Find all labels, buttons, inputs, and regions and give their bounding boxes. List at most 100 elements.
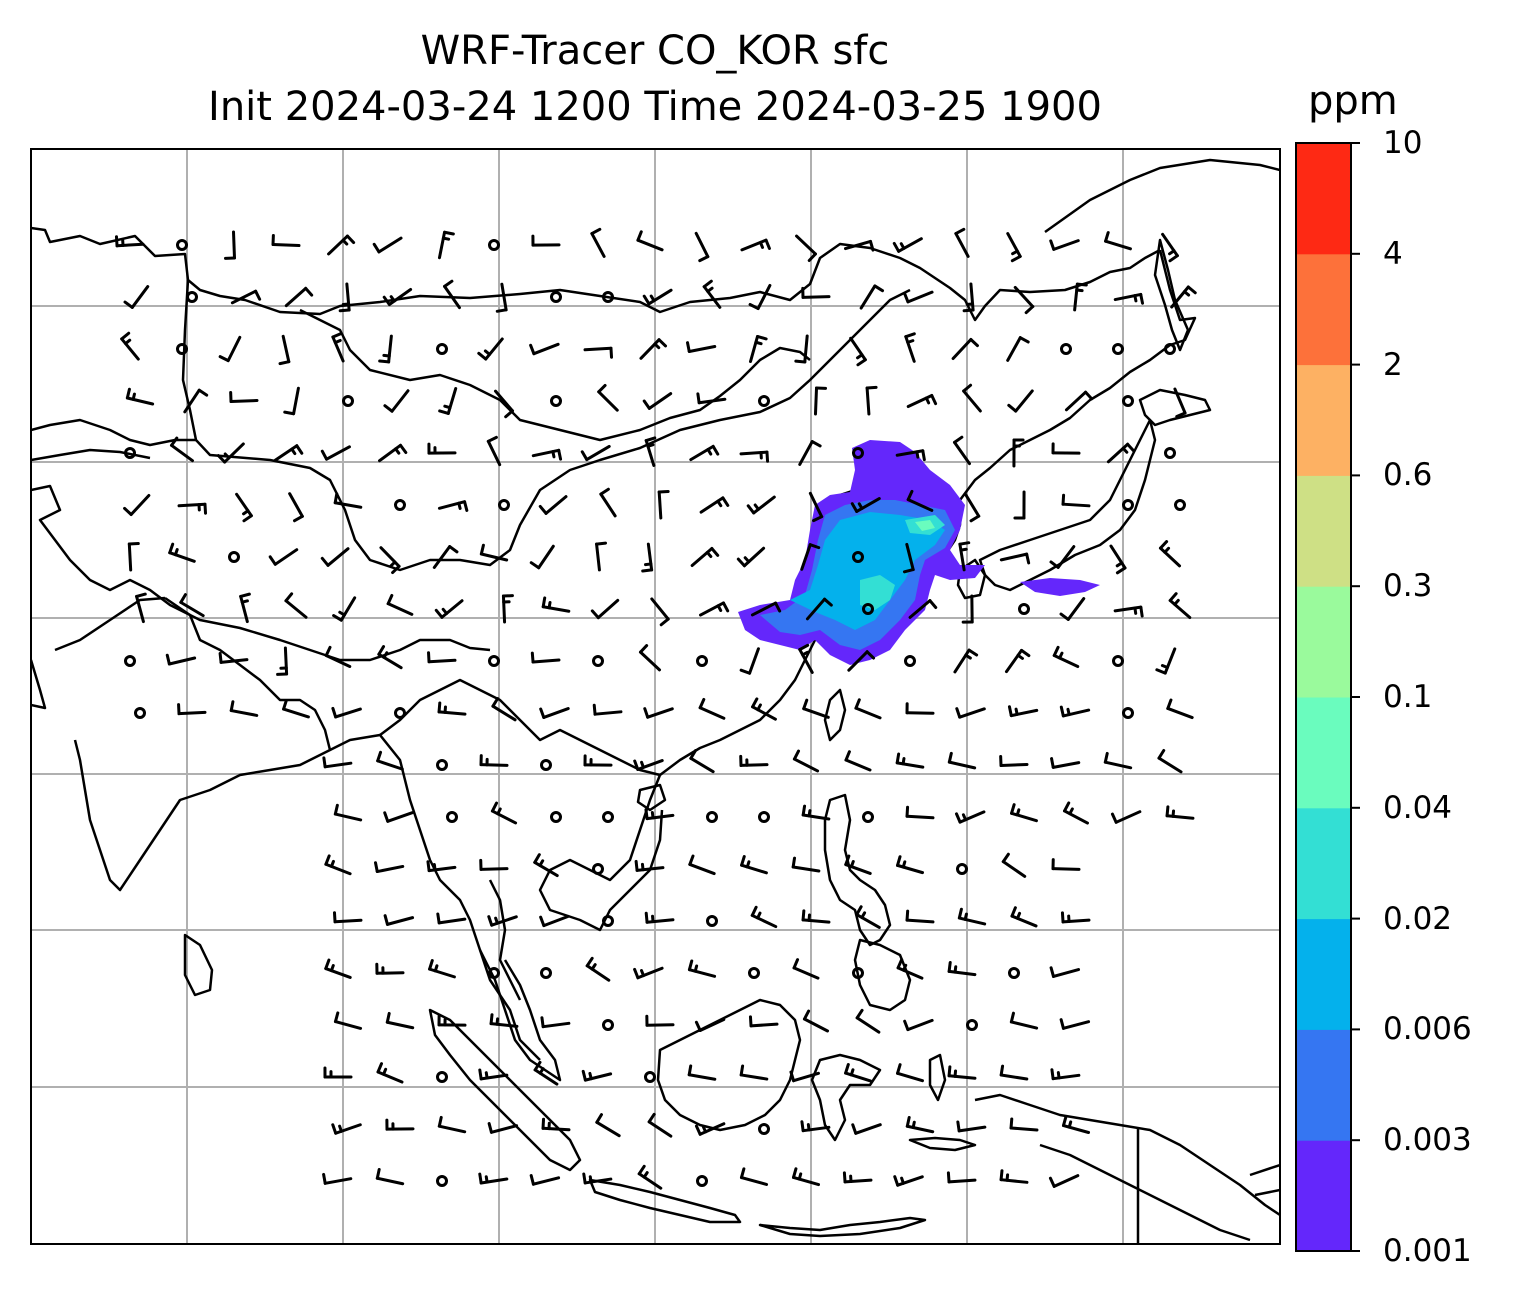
wind-barb bbox=[946, 1171, 977, 1184]
colorbar-tick-label: 0.1 bbox=[1383, 679, 1433, 715]
coastline-caspian-region bbox=[31, 448, 151, 462]
wind-barb bbox=[324, 645, 352, 668]
wind-barb bbox=[541, 1117, 571, 1132]
calm-wind-circle bbox=[1060, 343, 1072, 355]
wind-barb bbox=[437, 701, 467, 716]
wind-barb bbox=[690, 547, 720, 567]
wind-barb bbox=[1007, 389, 1034, 413]
wind-barb bbox=[239, 592, 251, 624]
wind-barb bbox=[699, 601, 730, 617]
wind-barb bbox=[165, 653, 197, 666]
wind-barb bbox=[529, 1174, 561, 1186]
wind-barb bbox=[331, 332, 345, 363]
wind-barb bbox=[633, 966, 664, 980]
wind-barb bbox=[740, 238, 771, 252]
colorbar-segment bbox=[1296, 586, 1351, 698]
wind-barb bbox=[123, 285, 150, 309]
calm-wind-circle bbox=[550, 291, 562, 303]
wind-barb bbox=[896, 1063, 924, 1083]
wind-barb bbox=[644, 436, 657, 467]
wind-barb bbox=[378, 334, 393, 364]
calm-wind-circle bbox=[498, 499, 510, 511]
wind-barb bbox=[947, 960, 977, 977]
wind-barb bbox=[283, 386, 300, 416]
border-mongolia-north bbox=[299, 308, 811, 442]
wind-barb bbox=[437, 500, 469, 512]
wind-barb bbox=[426, 860, 457, 873]
wind-barb bbox=[947, 751, 977, 770]
calm-wind-circle bbox=[550, 395, 562, 407]
colorbar-segment bbox=[1296, 807, 1351, 920]
wind-barb bbox=[271, 233, 301, 248]
wind-barb bbox=[694, 231, 710, 263]
wind-barb bbox=[323, 1066, 353, 1079]
wind-barb bbox=[639, 338, 668, 360]
wind-barb bbox=[956, 1120, 987, 1133]
wind-barb bbox=[1106, 442, 1136, 464]
wind-barb bbox=[539, 914, 570, 928]
wind-barb bbox=[958, 541, 971, 572]
wind-barb bbox=[962, 282, 975, 313]
wind-barb bbox=[1051, 858, 1081, 871]
wind-barb bbox=[896, 958, 924, 980]
wind-barb bbox=[739, 754, 769, 767]
wind-barb bbox=[789, 1070, 820, 1083]
wind-barb bbox=[844, 1063, 872, 1083]
wind-barb bbox=[906, 393, 938, 409]
wind-barb bbox=[478, 1172, 509, 1185]
wind-barb bbox=[851, 1123, 882, 1135]
wind-barb bbox=[486, 435, 502, 467]
wind-barb bbox=[120, 331, 140, 361]
calm-wind-circle bbox=[342, 395, 354, 407]
wind-barb bbox=[378, 443, 408, 463]
map-panel bbox=[31, 149, 1280, 1244]
wind-barb bbox=[531, 234, 561, 247]
wind-barb bbox=[179, 593, 205, 618]
wind-barb bbox=[1059, 705, 1091, 718]
calm-wind-circle bbox=[592, 655, 604, 667]
wind-barb bbox=[427, 651, 457, 664]
calm-wind-circle bbox=[852, 551, 864, 563]
wind-barb bbox=[1010, 906, 1038, 928]
wind-barb bbox=[529, 342, 560, 356]
plume-japan-strip bbox=[1020, 578, 1100, 596]
wind-barb bbox=[798, 440, 822, 466]
wind-barb bbox=[327, 234, 356, 256]
wind-barb bbox=[644, 911, 675, 924]
wind-barb bbox=[751, 697, 777, 721]
chart-title-line1: WRF-Tracer CO_KOR sfc bbox=[420, 28, 890, 74]
calm-wind-circle bbox=[904, 655, 916, 667]
wind-barb bbox=[792, 749, 820, 773]
wind-barb bbox=[288, 492, 304, 523]
wind-barb bbox=[273, 444, 304, 462]
calm-wind-circle bbox=[862, 603, 874, 615]
calm-wind-circle bbox=[1018, 603, 1030, 615]
wind-barb bbox=[906, 489, 934, 512]
wind-barb bbox=[583, 346, 614, 359]
wind-barb bbox=[590, 598, 620, 620]
wind-barb bbox=[377, 645, 403, 670]
wind-barb bbox=[739, 1064, 769, 1081]
wind-barb bbox=[533, 853, 559, 878]
wind-barb bbox=[791, 856, 821, 873]
wind-barb bbox=[905, 1115, 935, 1134]
coastline-sri-lanka bbox=[183, 933, 214, 997]
wind-barb bbox=[533, 1060, 559, 1086]
wind-barb bbox=[331, 1123, 362, 1135]
colorbar-tick-label: 0.003 bbox=[1383, 1122, 1472, 1159]
wind-barb bbox=[1103, 751, 1133, 770]
wind-barb bbox=[333, 492, 363, 509]
colorbar-segment bbox=[1296, 475, 1351, 587]
wind-barb bbox=[892, 237, 923, 253]
calm-wind-circle bbox=[758, 1123, 770, 1135]
wind-barb bbox=[282, 699, 310, 719]
wind-barb bbox=[855, 1008, 881, 1034]
wind-barb bbox=[1009, 1011, 1039, 1030]
wind-barb bbox=[333, 803, 363, 822]
wind-barb bbox=[961, 594, 974, 624]
wind-barb bbox=[1170, 285, 1197, 309]
plume-level-3 bbox=[790, 512, 945, 630]
wind-barb bbox=[332, 596, 357, 622]
wind-barb bbox=[896, 855, 924, 875]
wind-barb bbox=[1006, 336, 1030, 362]
